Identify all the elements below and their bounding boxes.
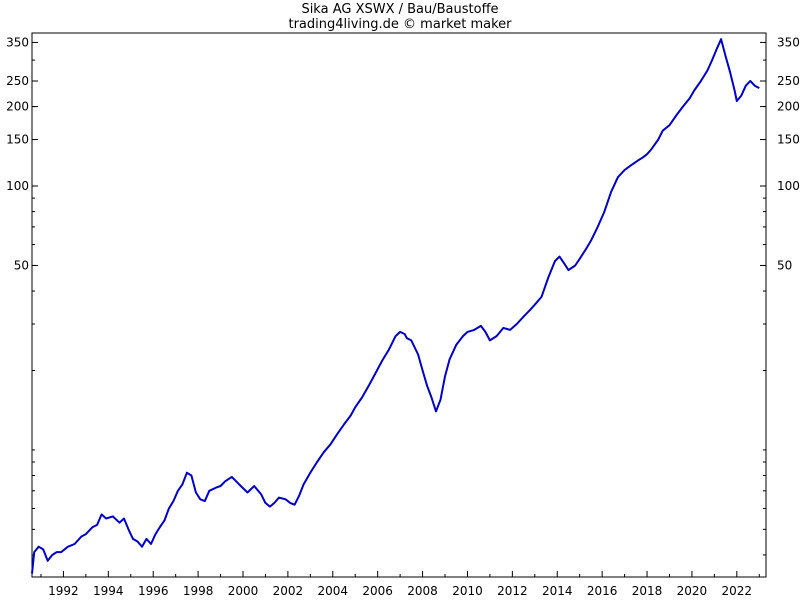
y-tick-label: 250 [6,74,29,88]
x-axis: 1992 1994 1996 1998 2000 2002 2004 2006 2008 2010… [40,571,760,598]
y-tick-label: 100 [6,179,29,193]
x-tick-label: 2004 [318,584,349,598]
chart-title: Sika AG XSWX / Bau/Baustoffe [301,2,498,17]
y-tick-label: 250 [777,74,800,88]
x-tick-label: 2010 [452,584,483,598]
x-tick-label: 2022 [722,584,753,598]
y-tick-label: 200 [6,100,29,114]
x-tick-label: 2006 [362,584,393,598]
left-y-axis: 50 100 150 200 250 350 [6,35,38,556]
x-tick-label: 2008 [407,584,438,598]
x-tick-label: 1994 [93,584,124,598]
x-tick-label: 2014 [542,584,573,598]
x-tick-label: 1996 [138,584,169,598]
y-tick-label: 200 [777,100,800,114]
x-tick-label: 2018 [632,584,663,598]
price-series-line [31,38,760,574]
plot-frame [31,32,767,578]
chart-subtitle: trading4living.de © market maker [288,17,512,32]
y-tick-label: 100 [777,179,800,193]
x-tick-label: 2000 [228,584,259,598]
x-tick-label: 2020 [677,584,708,598]
y-tick-label: 350 [777,35,800,49]
y-tick-label: 50 [14,258,29,272]
right-y-axis: 50 100 150 200 250 350 [760,35,800,556]
x-tick-label: 1998 [183,584,214,598]
y-tick-label: 150 [777,133,800,147]
x-tick-label: 2016 [587,584,618,598]
x-tick-label: 2002 [273,584,304,598]
x-tick-label: 1992 [48,584,79,598]
y-tick-label: 50 [777,258,792,272]
y-tick-label: 150 [6,133,29,147]
y-tick-label: 350 [6,35,29,49]
x-tick-label: 2012 [497,584,528,598]
